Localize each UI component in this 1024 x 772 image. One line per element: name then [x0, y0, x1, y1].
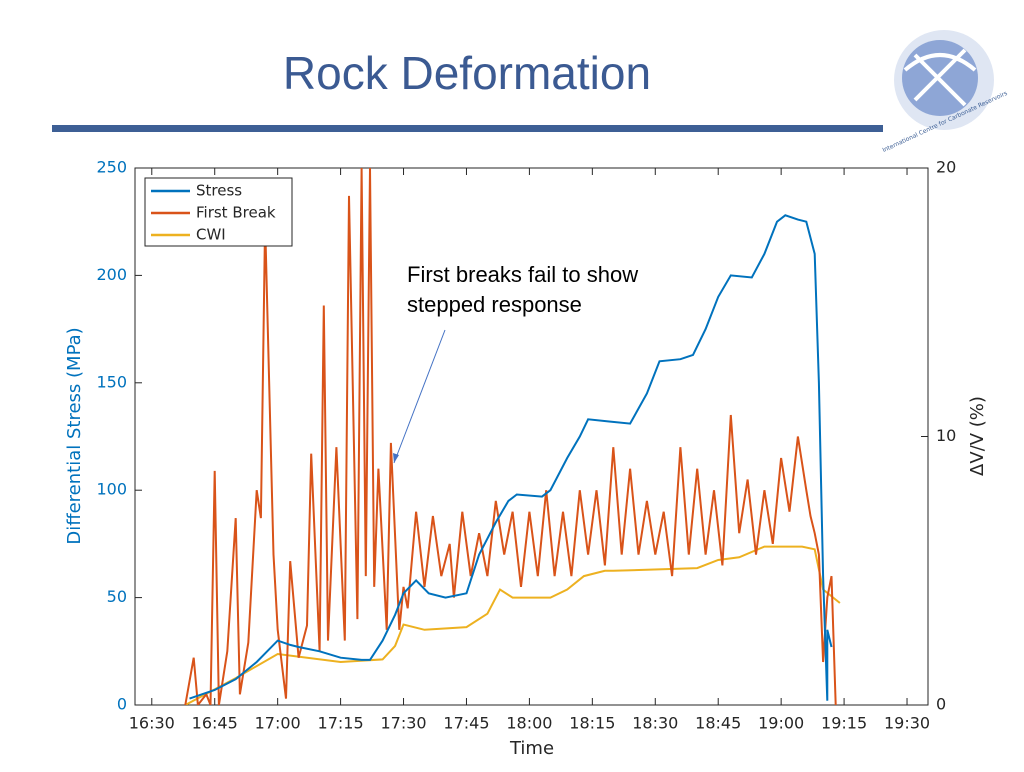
- y-tick-label: 150: [96, 372, 127, 391]
- y-tick-label: 50: [107, 587, 127, 606]
- x-axis-label: Time: [509, 738, 554, 759]
- annotation-line: stepped response: [407, 292, 582, 317]
- legend-label: Stress: [196, 182, 242, 200]
- y-axis-label: Differential Stress (MPa): [64, 327, 85, 544]
- plot-frame: [134, 167, 929, 706]
- annotation-arrow: [393, 329, 446, 464]
- x-tick-label: 17:00: [255, 714, 301, 733]
- legend-label: First Break: [196, 204, 276, 222]
- annotation-line: First breaks fail to show: [407, 262, 638, 287]
- x-tick-label: 16:45: [192, 714, 238, 733]
- y-tick-label: 0: [117, 695, 127, 714]
- x-tick-label: 18:15: [569, 714, 615, 733]
- x-tick-label: 18:45: [695, 714, 741, 733]
- y2-axis-label: ΔV/V (%): [967, 396, 988, 476]
- x-tick-label: 18:00: [506, 714, 552, 733]
- annotation: First breaks fail to show stepped respon…: [393, 262, 638, 464]
- logo: International Centre for Carbonate Reser…: [881, 30, 1009, 154]
- y-tick-label: 250: [96, 158, 127, 177]
- y-tick-label: 100: [96, 480, 127, 499]
- x-tick-label: 17:45: [443, 714, 489, 733]
- x-tick-label: 17:15: [318, 714, 364, 733]
- y-tick-label: 200: [96, 265, 127, 284]
- x-tick-label: 16:30: [129, 714, 175, 733]
- y2-tick-label: 10: [936, 426, 956, 445]
- y2-tick-label: 20: [936, 158, 956, 177]
- series-line: [189, 214, 833, 701]
- series-line: [184, 168, 837, 705]
- plot-lines: [184, 168, 841, 705]
- x-tick-label: 19:00: [758, 714, 804, 733]
- x-tick-label: 19:15: [821, 714, 867, 733]
- legend-label: CWI: [196, 226, 226, 244]
- title-rule: [52, 125, 883, 132]
- series-line: [184, 545, 841, 705]
- slide-title: Rock Deformation: [283, 47, 651, 99]
- x-tick-label: 17:30: [380, 714, 426, 733]
- x-tick-label: 19:30: [884, 714, 930, 733]
- x-tick-label: 18:30: [632, 714, 678, 733]
- arrow-head: [393, 453, 399, 463]
- y2-tick-label: 0: [936, 695, 946, 714]
